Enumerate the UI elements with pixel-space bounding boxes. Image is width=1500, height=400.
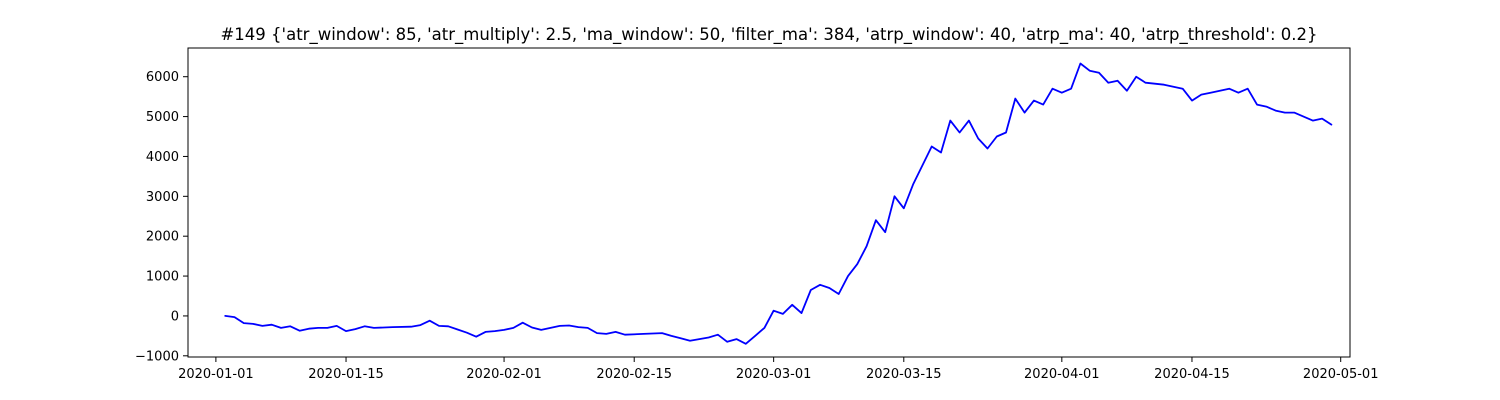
- series-line: [224, 62, 1333, 345]
- x-tick-label: 2020-05-01: [1303, 367, 1379, 382]
- chart-title: #149 {'atr_window': 85, 'atr_multiply': …: [220, 25, 1317, 45]
- x-tick-label: 2020-01-01: [178, 367, 254, 382]
- y-tick-label: 1000: [146, 270, 179, 285]
- x-tick-label: 2020-04-01: [1024, 367, 1100, 382]
- x-tick-label: 2020-02-15: [596, 367, 672, 382]
- x-tick-label: 2020-04-15: [1154, 367, 1230, 382]
- y-tick-label: 4000: [146, 150, 179, 165]
- x-tick-label: 2020-03-15: [866, 367, 942, 382]
- y-tick-label: 3000: [146, 190, 179, 205]
- x-tick-label: 2020-01-15: [308, 367, 384, 382]
- plot-area: [187, 47, 1351, 358]
- y-tick-label: 5000: [146, 110, 179, 125]
- y-axis: −1000 0 1000 2000 3000 4000 5000 6000: [135, 70, 188, 364]
- x-axis: 2020-01-01 2020-01-15 2020-02-01 2020-02-15…: [178, 357, 1378, 382]
- axes-frame: [187, 47, 1351, 358]
- y-tick-label: 0: [171, 309, 179, 324]
- y-tick-label: 6000: [146, 70, 179, 85]
- x-tick-label: 2020-03-01: [736, 367, 812, 382]
- y-tick-label: −1000: [135, 349, 179, 364]
- x-tick-label: 2020-02-01: [466, 367, 542, 382]
- y-tick-label: 2000: [146, 230, 179, 245]
